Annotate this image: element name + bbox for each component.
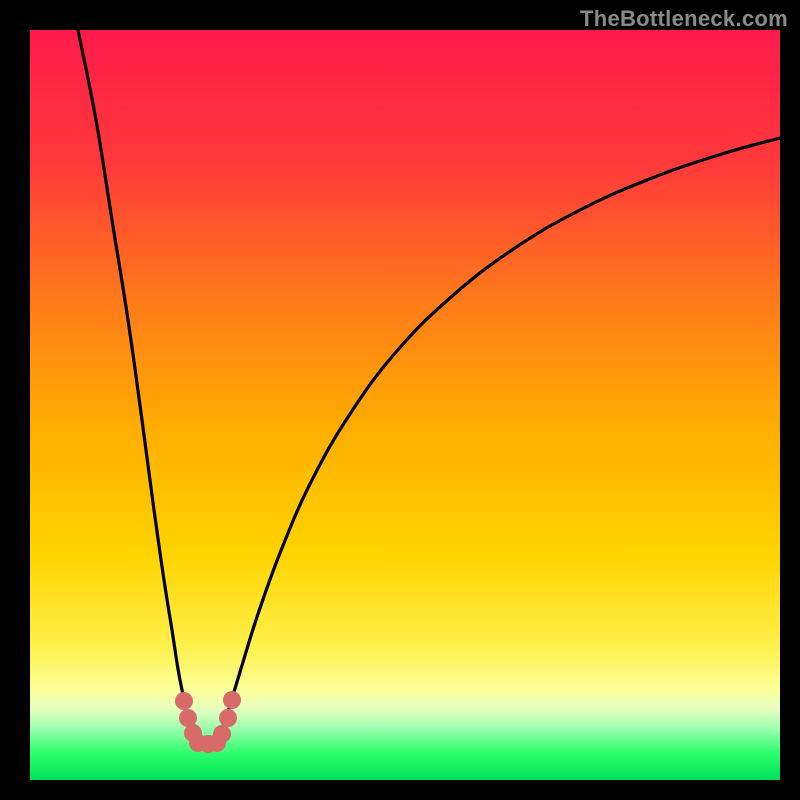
plot-background: [30, 30, 780, 780]
marker-dot: [223, 691, 241, 709]
figure-canvas: TheBottleneck.com: [0, 0, 800, 800]
marker-dot: [175, 692, 193, 710]
marker-dot: [213, 725, 231, 743]
watermark-text: TheBottleneck.com: [580, 6, 788, 32]
bottleneck-chart: [0, 0, 800, 800]
marker-dot: [219, 709, 237, 727]
